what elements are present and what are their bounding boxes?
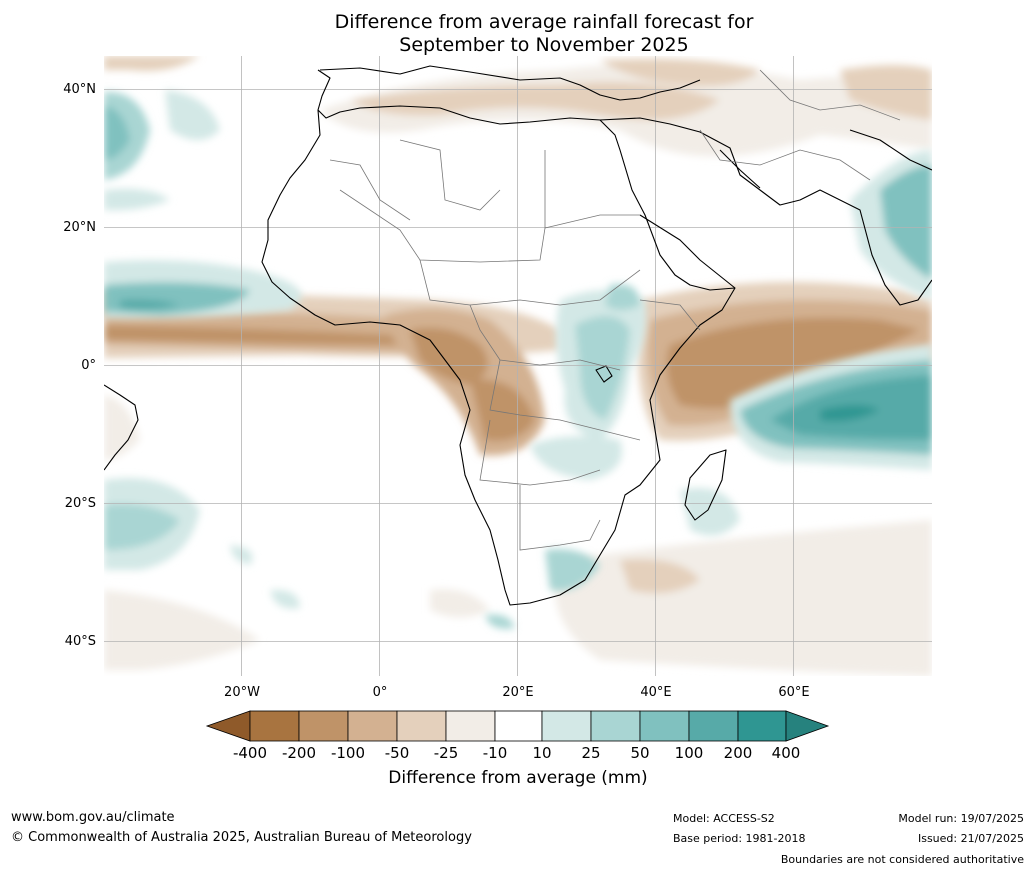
colorbar-tick: -400: [232, 744, 268, 762]
colorbar-tick: 200: [723, 744, 753, 762]
coastlines: [104, 65, 932, 606]
footer-copyright: © Commonwealth of Australia 2025, Austra…: [11, 830, 472, 845]
colorbar-tick: 100: [674, 744, 704, 762]
colorbar-tick: -25: [433, 744, 459, 762]
lat-label-equator: 0°: [81, 358, 96, 373]
colorbar-tick: 10: [532, 744, 552, 762]
lon-label-20w: 20°W: [224, 685, 260, 700]
colorbar-swatch: [249, 710, 300, 742]
colorbar-tick: -10: [482, 744, 508, 762]
colorbar-tick: -200: [281, 744, 317, 762]
colorbar-swatch: [445, 710, 496, 742]
map-area: [104, 56, 932, 676]
footer-model: Model: ACCESS-S2: [673, 812, 775, 825]
map-title-line1: Difference from average rainfall forecas…: [334, 11, 754, 33]
lon-label-40e: 40°E: [640, 685, 672, 700]
colorbar-swatch: [347, 710, 398, 742]
lat-label-40s: 40°S: [64, 634, 96, 649]
graticule: [104, 56, 932, 676]
lat-label-20n: 20°N: [63, 220, 96, 235]
map-title-line2: September to November 2025: [399, 34, 689, 56]
footer-url: www.bom.gov.au/climate: [11, 810, 175, 825]
colorbar-swatch: [785, 710, 830, 742]
colorbar-swatch: [688, 710, 739, 742]
colorbar-swatch: [639, 710, 690, 742]
footer-issued: Issued: 21/07/2025: [917, 832, 1024, 845]
dry-anomaly-regions: [104, 56, 932, 676]
colorbar-tick: 400: [771, 744, 801, 762]
footer-base-period: Base period: 1981-2018: [673, 832, 806, 845]
colorbar-swatch: [494, 710, 543, 742]
lon-label-0: 0°: [372, 685, 388, 700]
colorbar-tick: -100: [330, 744, 366, 762]
colorbar-tick: 50: [630, 744, 650, 762]
colorbar-swatch: [541, 710, 592, 742]
colorbar-tick: -50: [384, 744, 410, 762]
lat-label-40n: 40°N: [63, 82, 96, 97]
footer-model-run: Model run: 19/07/2025: [898, 812, 1024, 825]
lat-label-20s: 20°S: [64, 496, 96, 511]
colorbar: [205, 710, 830, 742]
colorbar-swatch: [205, 710, 251, 742]
colorbar-tick: 25: [581, 744, 601, 762]
colorbar-swatch: [396, 710, 447, 742]
footer-disclaimer: Boundaries are not considered authoritat…: [780, 853, 1024, 866]
colorbar-label: Difference from average (mm): [388, 768, 648, 788]
lon-label-60e: 60°E: [778, 685, 810, 700]
colorbar-swatch: [737, 710, 787, 742]
lon-label-20e: 20°E: [502, 685, 534, 700]
colorbar-swatch: [298, 710, 349, 742]
colorbar-swatch: [590, 710, 641, 742]
country-borders: [329, 69, 901, 551]
